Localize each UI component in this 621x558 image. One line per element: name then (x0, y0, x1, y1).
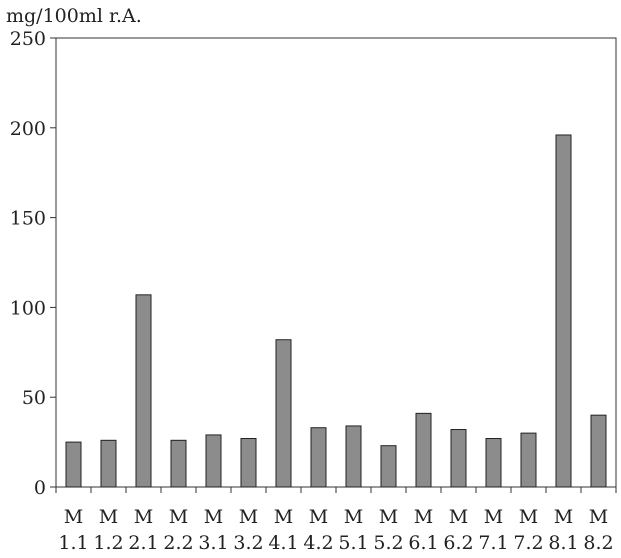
y-tick-label: 200 (10, 118, 46, 140)
bar (275, 339, 292, 488)
bars (65, 134, 607, 488)
y-tick-label: 150 (10, 208, 46, 230)
y-tick-label: 100 (10, 297, 46, 319)
x-tick-label-top: M (449, 506, 468, 528)
x-tick-label-top: M (519, 506, 538, 528)
x-tick-label-bottom: 3.1 (198, 532, 228, 554)
bar (240, 438, 257, 488)
y-axis-unit-label: mg/100ml r.A. (6, 5, 142, 27)
x-tick-label-top: M (274, 506, 293, 528)
x-tick-label-bottom: 2.2 (163, 532, 193, 554)
x-tick-label-bottom: 1.1 (58, 532, 88, 554)
x-tick-label-bottom: 8.1 (548, 532, 578, 554)
x-tick-label-top: M (99, 506, 118, 528)
bar (170, 439, 187, 488)
x-tick-label-top: M (134, 506, 153, 528)
x-tick-label-top: M (344, 506, 363, 528)
bar (485, 438, 502, 488)
x-tick-label-top: M (239, 506, 258, 528)
bar (205, 434, 222, 488)
x-tick-label-bottom: 6.1 (408, 532, 438, 554)
x-tick-label-bottom: 8.2 (583, 532, 613, 554)
bar (450, 429, 467, 488)
bar (100, 439, 117, 488)
bar (590, 414, 607, 488)
x-tick-label-top: M (414, 506, 433, 528)
x-tick-label-bottom: 7.1 (478, 532, 508, 554)
x-tick-label-bottom: 1.2 (93, 532, 123, 554)
bar (345, 425, 362, 488)
x-tick-label-bottom: 3.2 (233, 532, 263, 554)
x-tick-label-top: M (64, 506, 83, 528)
x-tick-label-top: M (484, 506, 503, 528)
bar (415, 412, 432, 488)
bar (555, 134, 572, 488)
x-tick-label-bottom: 2.1 (128, 532, 158, 554)
x-tick-label-top: M (309, 506, 328, 528)
x-tick-label-top: M (379, 506, 398, 528)
x-tick-label-top: M (554, 506, 573, 528)
y-axis-ticks: 0 50 100 150 200 250 (10, 28, 56, 499)
bar (380, 445, 397, 488)
bar (65, 441, 82, 488)
x-tick-label-top: M (169, 506, 188, 528)
y-tick-label: 50 (22, 387, 46, 409)
bar (520, 432, 537, 488)
x-axis-ticks: M 1.1 M 1.2 M 2.1 M 2.2 M 3.1 M 3.2 M 4.1 M 4.2 M 5.1 M 5.2… (55, 487, 617, 554)
x-tick-label-top: M (204, 506, 223, 528)
x-tick-label-bottom: 4.1 (268, 532, 298, 554)
x-tick-label-bottom: 4.2 (303, 532, 333, 554)
x-tick-label-bottom: 5.2 (373, 532, 403, 554)
x-tick-label-top: M (589, 506, 608, 528)
x-tick-label-bottom: 5.1 (338, 532, 368, 554)
x-tick-label-bottom: 7.2 (513, 532, 543, 554)
y-tick-label: 0 (34, 477, 46, 499)
bar (310, 427, 327, 488)
x-tick-label-bottom: 6.2 (443, 532, 473, 554)
bar (135, 294, 152, 488)
y-tick-label: 250 (10, 28, 46, 50)
